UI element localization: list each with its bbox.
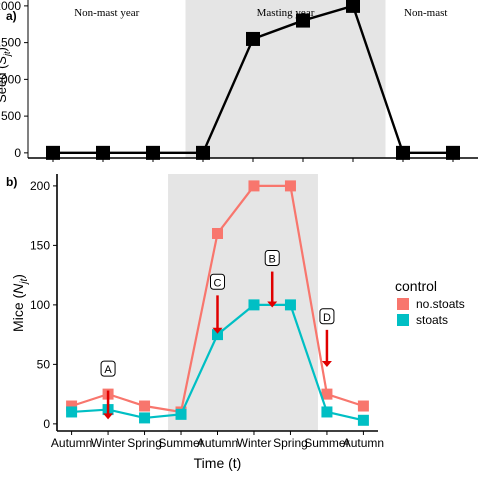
annotation-box xyxy=(319,308,335,325)
annotation-label: D xyxy=(323,312,331,324)
y-tick-label-a: 500 xyxy=(1,109,21,123)
seed-point xyxy=(296,13,310,28)
series-point-stoats xyxy=(321,406,333,418)
y-axis-label-text: Mice ( xyxy=(10,294,26,332)
x-tick-label-b: Winter xyxy=(91,436,126,450)
series-point-no-stoats xyxy=(357,400,369,412)
y-tick-label-a: 2000 xyxy=(0,0,21,13)
series-point-stoats xyxy=(248,299,260,311)
y-axis-label-var: N xyxy=(10,283,26,294)
legend-key-no-stoats xyxy=(397,298,409,310)
legend-label: no.stoats xyxy=(416,297,465,311)
masting-region-shade xyxy=(185,0,386,158)
series-point-no-stoats xyxy=(284,180,296,192)
series-point-stoats xyxy=(66,406,78,418)
x-tick-label-b: Summer xyxy=(304,436,349,450)
x-tick-label-b: Summer xyxy=(158,436,203,450)
y-axis-label-b: Mice (Njt) xyxy=(10,274,30,332)
series-point-stoats xyxy=(139,412,151,424)
y-tick-label-a: 0 xyxy=(14,146,21,160)
y-axis-label-sub: jt xyxy=(19,277,30,285)
annotation-arrow-head xyxy=(103,413,114,420)
annotation-box xyxy=(100,360,116,377)
legend-key-stoats xyxy=(397,314,409,326)
annotation-label: B xyxy=(269,253,276,265)
y-tick-label-b: 50 xyxy=(37,357,51,371)
annotation-label: A xyxy=(104,364,112,376)
annotation-box xyxy=(264,249,280,266)
y-tick-label-a: 1000 xyxy=(0,72,21,86)
y-axis-label-sub: jt xyxy=(2,51,12,57)
y-axis-label-var: S xyxy=(0,56,9,65)
seed-point xyxy=(246,31,260,46)
series-point-stoats xyxy=(284,299,296,311)
seed-point xyxy=(196,145,210,160)
x-tick-label-b: Winter xyxy=(237,436,272,450)
y-axis-label-text: Seed ( xyxy=(0,64,9,103)
y-tick-label-b: 100 xyxy=(30,298,50,312)
annotation-arrow-head xyxy=(212,327,223,334)
seed-point xyxy=(446,145,460,160)
annotation-arrow-head xyxy=(267,301,278,308)
seed-point xyxy=(346,0,360,13)
region-label: Non-mast xyxy=(404,7,447,19)
panel-label-b: b) xyxy=(6,175,17,189)
seed-point xyxy=(146,145,160,160)
y-tick-label-b: 200 xyxy=(30,179,50,193)
x-tick-label-b: Autumn xyxy=(197,436,238,450)
x-tick-label-b: Autumn xyxy=(51,436,92,450)
annotation-label: C xyxy=(214,277,222,289)
x-axis-label-b: Time (t) xyxy=(194,455,242,471)
x-tick-label-b: Spring xyxy=(273,436,308,450)
y-tick-label-b: 150 xyxy=(30,238,50,252)
y-axis-label-close: ) xyxy=(0,47,9,51)
legend-title: control xyxy=(395,278,437,294)
seed-point xyxy=(396,145,410,160)
legend-label: stoats xyxy=(416,313,448,327)
seed-point xyxy=(46,145,60,160)
annotation-arrow-head xyxy=(321,361,332,368)
region-label: Non-mast year xyxy=(74,7,139,19)
y-axis-label-a: Seed (Sjt) xyxy=(0,47,12,103)
x-tick-label-b: Spring xyxy=(127,436,162,450)
series-point-no-stoats xyxy=(212,227,223,239)
y-tick-label-a: 1500 xyxy=(0,36,21,50)
series-point-stoats xyxy=(175,408,187,420)
series-point-no-stoats xyxy=(139,400,151,412)
series-point-stoats xyxy=(212,329,223,341)
series-point-no-stoats xyxy=(66,400,78,412)
y-axis-label-close: ) xyxy=(10,274,26,279)
x-tick-label-b: Autumn xyxy=(343,436,384,450)
panel-label-a: a) xyxy=(6,9,17,23)
annotation-box xyxy=(210,273,225,290)
series-point-stoats xyxy=(357,414,369,426)
series-point-no-stoats xyxy=(248,180,260,192)
seed-point xyxy=(96,145,110,160)
y-tick-label-b: 0 xyxy=(43,417,50,431)
series-point-no-stoats xyxy=(321,388,333,400)
